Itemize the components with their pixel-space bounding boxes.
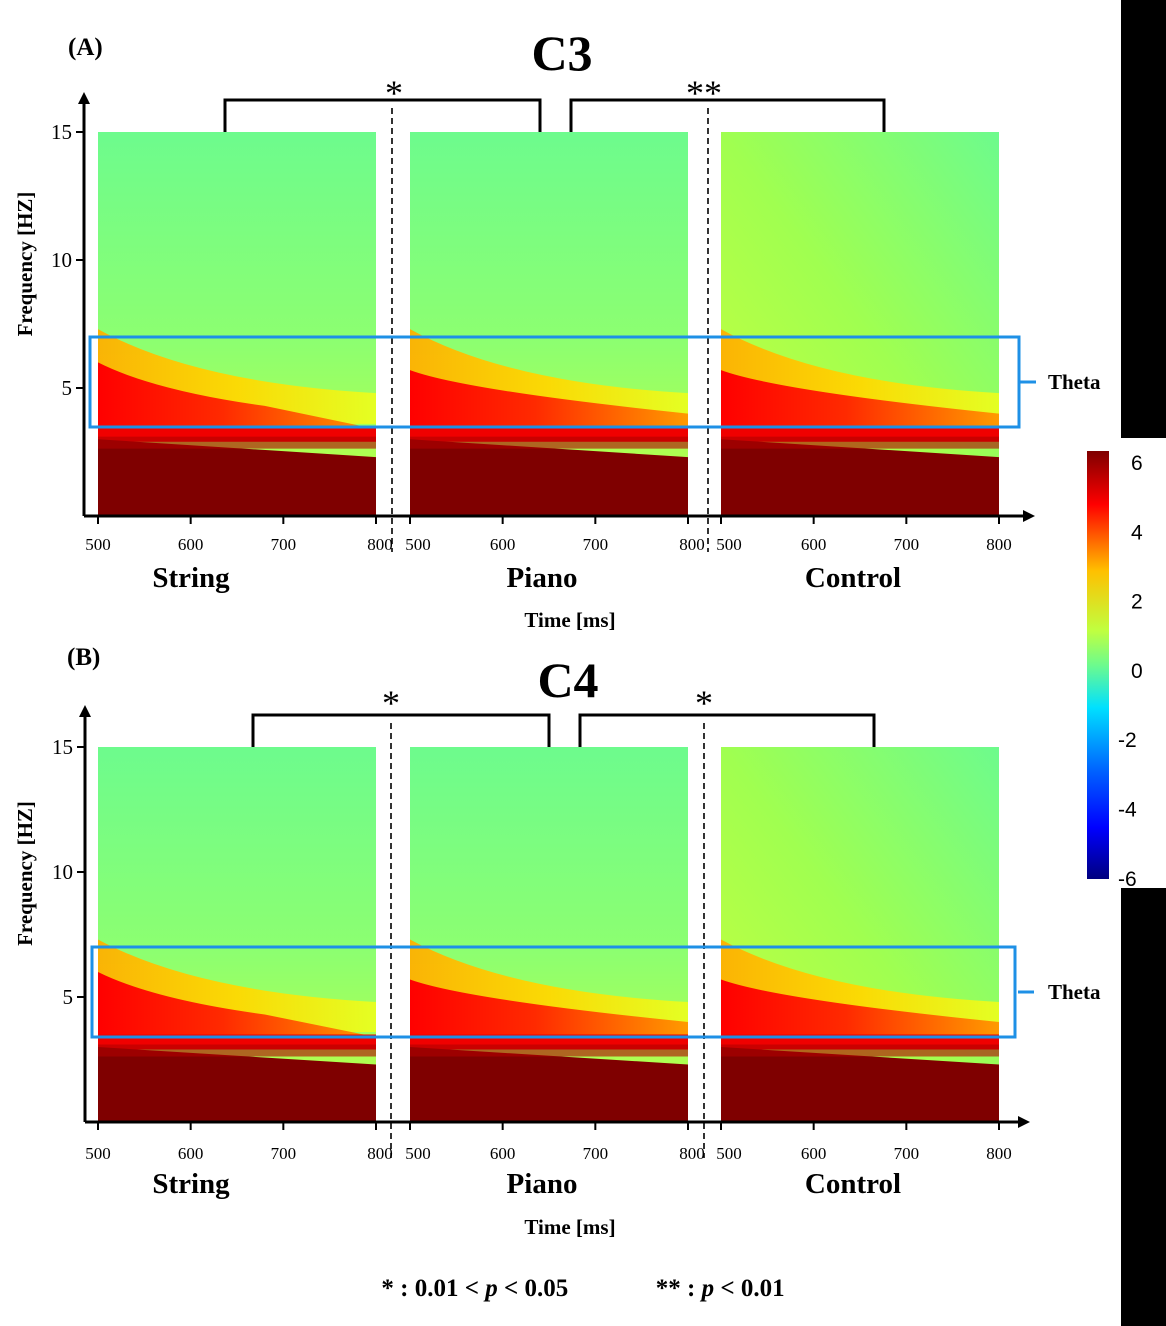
condition-label-string: String: [152, 562, 230, 594]
x-tick-label: 800: [986, 1144, 1012, 1163]
x-axis-arrow: [1023, 510, 1035, 522]
heatmap-transition: [410, 1044, 688, 1057]
y-tick-label: 15: [51, 120, 72, 144]
footnote-sig1-suffix: < 0.05: [497, 1275, 569, 1302]
chart-title: C4: [537, 652, 598, 708]
heatmap-theta-red: [721, 370, 999, 429]
x-tick-label: 600: [801, 1144, 827, 1163]
heatmap-theta-red: [410, 370, 688, 429]
x-tick-label: 500: [405, 1144, 431, 1163]
y-axis-arrow: [78, 92, 90, 104]
x-tick-label: 700: [271, 1144, 297, 1163]
heatmap-low-band: [410, 439, 688, 516]
colorbar-tick-label: 6: [1131, 452, 1143, 475]
x-tick-label: 500: [716, 1144, 742, 1163]
x-tick-label: 600: [178, 1144, 204, 1163]
x-tick-label: 600: [178, 535, 204, 554]
y-axis-arrow: [79, 705, 91, 717]
theta-band-label: Theta: [1048, 370, 1101, 394]
y-tick-label: 10: [51, 248, 72, 272]
heatmap-theta-red: [410, 979, 688, 1037]
heatmap-theta-red: [98, 362, 376, 429]
chart-title: C3: [531, 25, 592, 81]
x-tick-label: 700: [894, 535, 920, 554]
significance-marker: *: [385, 73, 403, 113]
x-axis-label: Time [ms]: [524, 608, 615, 632]
significance-bracket: [251, 713, 551, 747]
theta-band-box: [88, 335, 1021, 429]
x-tick-label: 500: [716, 535, 742, 554]
heatmap-transition: [721, 436, 999, 449]
theta-band-label: Theta: [1048, 980, 1101, 1004]
theta-band-box: [90, 945, 1017, 1039]
x-tick-label: 700: [583, 1144, 609, 1163]
condition-label-string: String: [152, 1168, 230, 1200]
right-edge-bar-bottom: [1121, 888, 1166, 1326]
significance-bracket: [569, 98, 886, 132]
x-tick-label: 700: [583, 535, 609, 554]
x-tick-label: 600: [490, 1144, 516, 1163]
y-tick-label: 10: [52, 860, 73, 884]
heatmap-transition: [98, 436, 376, 449]
panel-label: (A): [68, 34, 103, 61]
y-tick-label: 5: [63, 985, 74, 1009]
heatmap-transition: [98, 1044, 376, 1057]
condition-label-piano: Piano: [507, 1168, 578, 1200]
x-tick-label: 500: [405, 535, 431, 554]
significance-bracket: [223, 98, 542, 132]
footnote-sig2-suffix: < 0.01: [714, 1275, 785, 1302]
condition-label-control: Control: [805, 562, 901, 594]
footnote-sig1-p: p: [485, 1275, 498, 1302]
heatmap-low-band: [721, 1047, 999, 1122]
colorbar: [1087, 451, 1109, 879]
x-axis-arrow: [1018, 1116, 1030, 1128]
footnote-sig2-prefix: ** :: [655, 1275, 702, 1302]
colorbar-tick-label: 0: [1131, 660, 1143, 683]
heatmap-low-band: [721, 439, 999, 516]
x-tick-label: 800: [367, 1144, 393, 1163]
y-axis-label: Frequency [HZ]: [13, 801, 37, 946]
heatmap-low-band: [410, 1047, 688, 1122]
x-tick-label: 600: [801, 535, 827, 554]
condition-label-control: Control: [805, 1168, 901, 1200]
x-tick-label: 700: [271, 535, 297, 554]
heatmap-theta-red: [98, 972, 376, 1037]
colorbar-tick-label: 4: [1131, 521, 1143, 544]
x-tick-label: 600: [490, 535, 516, 554]
significance-marker: *: [695, 683, 713, 723]
x-tick-label: 800: [367, 535, 393, 554]
footnote-sig2-p: p: [701, 1275, 715, 1302]
x-tick-label: 800: [679, 1144, 705, 1163]
x-tick-label: 800: [986, 535, 1012, 554]
heatmap-transition: [721, 1044, 999, 1057]
right-edge-bar-top: [1121, 0, 1166, 438]
colorbar-tick-label: 2: [1131, 591, 1143, 614]
colorbar-tick-label: -6: [1118, 868, 1137, 891]
panel-label: (B): [67, 644, 100, 671]
y-tick-label: 5: [62, 376, 73, 400]
colorbar-tick-label: -4: [1118, 799, 1137, 822]
heatmap-transition: [410, 436, 688, 449]
footnote-sig1-prefix: * : 0.01 <: [381, 1275, 486, 1302]
x-axis-label: Time [ms]: [524, 1215, 615, 1239]
x-tick-label: 800: [679, 535, 705, 554]
significance-bracket: [578, 713, 876, 747]
significance-footnote: * : 0.01 < p < 0.05 ** : p < 0.01: [0, 1275, 1166, 1303]
x-tick-label: 500: [85, 1144, 111, 1163]
x-tick-label: 500: [85, 535, 111, 554]
y-tick-label: 15: [52, 735, 73, 759]
colorbar-tick-label: -2: [1118, 729, 1137, 752]
x-tick-label: 700: [894, 1144, 920, 1163]
heatmap-low-band: [98, 1047, 376, 1122]
condition-label-piano: Piano: [507, 562, 578, 594]
y-axis-label: Frequency [HZ]: [13, 192, 37, 337]
significance-marker: *: [382, 683, 400, 723]
significance-marker: **: [686, 73, 722, 113]
heatmap-low-band: [98, 439, 376, 516]
heatmap-theta-red: [721, 979, 999, 1037]
